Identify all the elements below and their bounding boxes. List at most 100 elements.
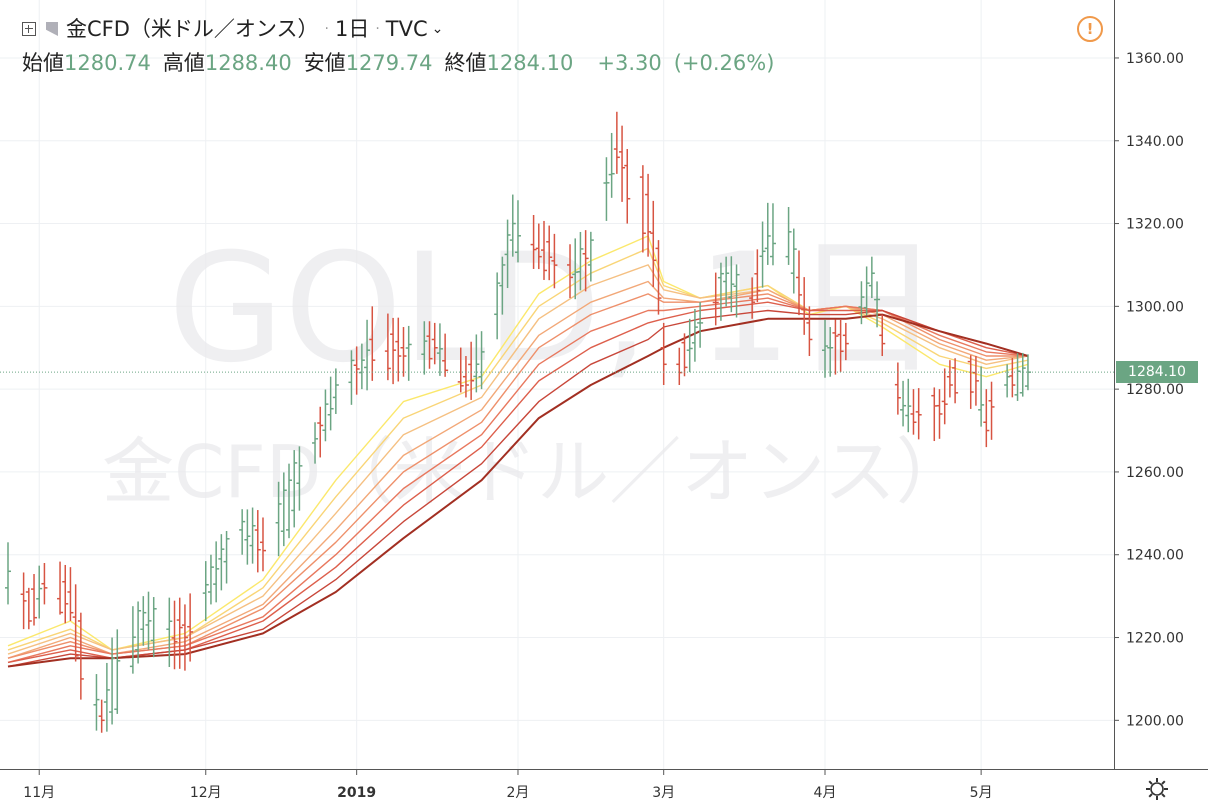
ohlc-bar: [67, 567, 74, 621]
ohlc-bar: [384, 313, 391, 381]
ohlc-bar: [31, 574, 38, 626]
ohlc-bar: [275, 481, 282, 557]
symbol-name[interactable]: 金CFD（米ドル／オンス）: [66, 17, 319, 41]
watermark-name: 金CFD（米ドル／オンス）: [102, 430, 968, 514]
last-price-tag: 1284.10: [1116, 361, 1198, 384]
ohlc-bar: [312, 422, 319, 464]
ohlc-bar: [972, 356, 979, 406]
collapse-icon[interactable]: [22, 22, 36, 36]
ohlc-bar: [754, 249, 761, 303]
ohlc-bar: [72, 584, 79, 662]
ohlc-bar: [619, 125, 626, 202]
ohlc-bar: [494, 272, 501, 340]
ohlc-bar: [254, 510, 261, 573]
ohlc-bar: [1009, 358, 1016, 398]
ohlc-bar: [879, 314, 886, 357]
ohlc-bar: [166, 597, 173, 667]
ohlc-bar: [905, 378, 912, 433]
chart-legend: 金CFD（米ドル／オンス） · 1日 · TVC ⌄ 始値 1280.74 高値 1…: [22, 12, 774, 80]
ohlc-bar: [202, 561, 209, 622]
high-value: 1288.40: [204, 51, 292, 75]
time-tick-label: 12月: [190, 785, 222, 801]
ohlc-bar: [1004, 364, 1011, 398]
ohlc-bar: [863, 266, 870, 316]
ohlc-bar: [936, 389, 943, 439]
ohlc-bar: [62, 564, 69, 624]
ohlc-bar: [457, 347, 464, 393]
ohlc-bar: [759, 221, 766, 288]
ohlc-bar: [103, 662, 110, 732]
separator-dot: ·: [324, 21, 329, 37]
interval[interactable]: 1日: [334, 17, 370, 41]
ohlc-bar: [1019, 352, 1026, 397]
ohlc-bar: [530, 214, 537, 269]
ohlc-bar: [77, 612, 84, 700]
open-label: 始値: [22, 51, 64, 75]
ohlc-bar: [639, 165, 646, 253]
ohlc-bar: [348, 350, 355, 405]
chevron-down-icon[interactable]: ⌄: [431, 21, 444, 37]
ohlc-bar: [145, 591, 152, 650]
ohlc-bar: [369, 306, 376, 381]
close-label: 終値: [444, 51, 487, 75]
ohlc-bar: [582, 230, 589, 292]
ohlc-bar: [983, 389, 990, 448]
ohlc-bar: [681, 333, 688, 377]
ohlc-bar: [624, 149, 631, 224]
ohlc-bar: [499, 256, 506, 315]
ohlc-bar: [296, 446, 303, 511]
price-tick-label: 1200.00: [1126, 713, 1184, 729]
ma-line: [7, 235, 1029, 651]
time-tick-label: 3月: [652, 785, 675, 801]
ma-line: [7, 264, 1029, 655]
ohlc-bar: [249, 507, 256, 564]
ohlc-bar: [790, 228, 797, 294]
separator-dot: ·: [375, 21, 380, 37]
ohlc-bar: [317, 406, 324, 458]
alert-circle-icon[interactable]: !: [1077, 16, 1103, 42]
ma-line: [7, 247, 1029, 651]
ohlc-bar: [785, 206, 792, 265]
ohlc-bar: [421, 321, 428, 375]
ohlc-bar: [832, 319, 839, 375]
ohlc-bar: [259, 517, 266, 572]
ohlc-bar: [769, 203, 776, 266]
time-tick-label: 4月: [814, 785, 837, 801]
ohlc-bar: [364, 319, 371, 391]
ohlc-bar: [967, 355, 974, 409]
price-tick-label: 1320.00: [1126, 217, 1184, 233]
ohlc-bar: [129, 606, 136, 674]
ohlc-bar: [468, 341, 475, 400]
ohlc-bar: [613, 111, 620, 174]
ohlc-bar: [20, 572, 27, 630]
ohlc-bar: [733, 264, 740, 318]
ohlc-bar: [806, 306, 813, 357]
ohlc-bar: [462, 356, 469, 398]
ohlc-bar: [426, 321, 433, 369]
ma-line: [7, 280, 1029, 659]
ohlc-bar: [874, 281, 881, 328]
ohlc-bar: [280, 472, 287, 547]
time-tick-label: 2019: [337, 785, 376, 801]
ohlc-bar: [946, 360, 953, 398]
time-axis[interactable]: 11月 12月 2019 2月 3月 4月 5月: [23, 770, 993, 801]
price-axis[interactable]: 1200.00 1220.00 1240.00 1260.00 1280.00 1300.…: [1114, 51, 1184, 729]
ohlc-bar: [723, 256, 730, 307]
ohlc-bar: [900, 380, 907, 427]
ohlc-bar: [327, 376, 334, 431]
price-tick-label: 1280.00: [1126, 382, 1184, 398]
ohlc-bar: [577, 231, 584, 291]
ohlc-bar: [514, 200, 521, 263]
time-tick-label: 5月: [970, 785, 993, 801]
ohlc-bar: [842, 322, 849, 361]
ohlc-bar: [535, 223, 542, 270]
legend-symbol-row: 金CFD（米ドル／オンス） · 1日 · TVC ⌄: [22, 12, 774, 46]
ohlc-bar: [822, 319, 829, 378]
flag-icon[interactable]: [46, 22, 58, 36]
ohlc-bar: [436, 323, 443, 376]
ohlc-bar: [858, 281, 865, 325]
gear-icon[interactable]: [1144, 776, 1170, 802]
high-label: 高値: [162, 51, 205, 75]
close-value: 1284.10: [486, 51, 574, 75]
